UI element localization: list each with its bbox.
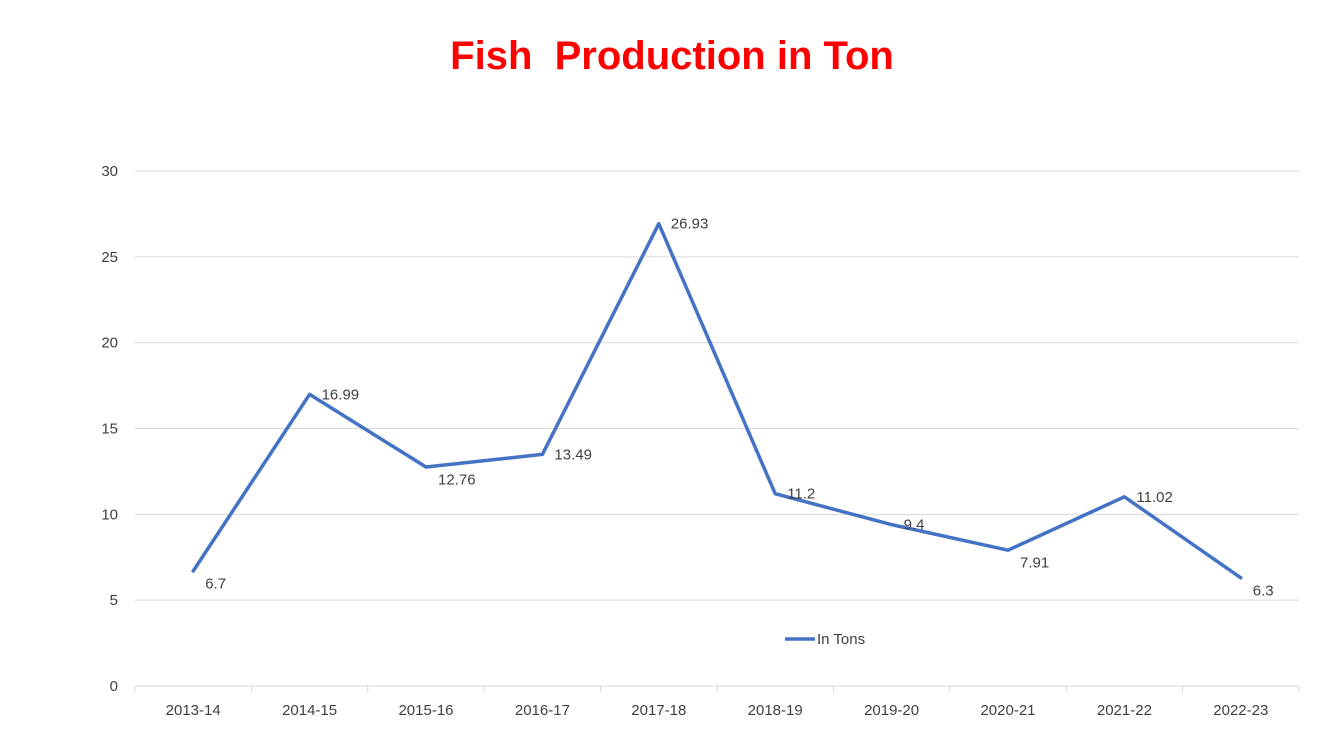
legend-label: In Tons bbox=[817, 631, 865, 648]
y-tick-label: 30 bbox=[101, 163, 118, 180]
data-label: 13.49 bbox=[554, 446, 592, 463]
x-tick-label: 2021-22 bbox=[1097, 702, 1152, 719]
data-label: 26.93 bbox=[671, 216, 709, 233]
x-tick-label: 2018-19 bbox=[748, 702, 803, 719]
x-tick-label: 2019-20 bbox=[864, 702, 919, 719]
y-tick-label: 10 bbox=[101, 506, 118, 523]
data-label: 9.4 bbox=[904, 517, 925, 534]
x-tick-label: 2013-14 bbox=[166, 702, 221, 719]
data-labels: 6.7 16.99 12.76 13.49 26.93 11.2 9.4 7.91 11.02 6… bbox=[205, 216, 1273, 600]
x-axis-tick-labels: 2013-14 2014-15 2015-16 2016-17 2017-18 2018-… bbox=[166, 702, 1269, 719]
series-line-in-tons bbox=[191, 221, 1243, 580]
data-label: 6.3 bbox=[1253, 582, 1274, 599]
data-label: 12.76 bbox=[438, 471, 476, 488]
x-tick-label: 2022-23 bbox=[1213, 702, 1268, 719]
data-label: 16.99 bbox=[322, 386, 360, 403]
y-tick-label: 25 bbox=[101, 249, 118, 266]
x-tick-label: 2015-16 bbox=[398, 702, 453, 719]
y-tick-label: 0 bbox=[110, 678, 118, 695]
legend: In Tons bbox=[785, 631, 865, 648]
y-tick-label: 20 bbox=[101, 335, 118, 352]
data-label: 11.02 bbox=[1136, 489, 1172, 506]
data-label: 7.91 bbox=[1020, 555, 1049, 572]
y-tick-label: 5 bbox=[110, 592, 118, 609]
gridlines bbox=[135, 170, 1299, 601]
data-label: 11.2 bbox=[787, 486, 815, 503]
y-axis-tick-labels: 0 5 10 15 20 25 30 bbox=[101, 163, 118, 695]
x-tick-label: 2017-18 bbox=[631, 702, 686, 719]
x-axis bbox=[134, 685, 1300, 692]
chart-title: Fish Production in Ton bbox=[450, 34, 894, 78]
x-tick-label: 2014-15 bbox=[282, 702, 337, 719]
y-tick-label: 15 bbox=[101, 421, 118, 438]
x-tick-label: 2016-17 bbox=[515, 702, 570, 719]
series-lines bbox=[191, 221, 1243, 580]
data-label: 6.7 bbox=[205, 575, 226, 592]
x-tick-label: 2020-21 bbox=[980, 702, 1035, 719]
